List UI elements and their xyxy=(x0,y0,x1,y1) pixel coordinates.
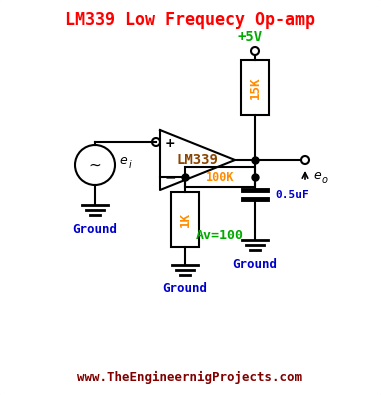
Text: o: o xyxy=(322,175,328,185)
Text: Ground: Ground xyxy=(72,222,117,235)
Text: 15K: 15K xyxy=(248,76,261,99)
Text: 100K: 100K xyxy=(206,171,234,184)
Text: 0.5uF: 0.5uF xyxy=(275,190,309,199)
Text: LM339: LM339 xyxy=(176,153,218,167)
Text: www.TheEngineernigProjects.com: www.TheEngineernigProjects.com xyxy=(77,371,303,384)
Text: Ground: Ground xyxy=(163,282,208,295)
Text: ~: ~ xyxy=(89,158,101,173)
Text: i: i xyxy=(129,160,132,170)
FancyBboxPatch shape xyxy=(171,192,199,247)
Text: Ground: Ground xyxy=(232,258,277,271)
Text: +: + xyxy=(165,137,175,149)
Text: e: e xyxy=(313,169,321,181)
FancyBboxPatch shape xyxy=(185,167,255,187)
Text: −: − xyxy=(164,170,176,184)
Text: +5V: +5V xyxy=(237,30,263,44)
Text: 1K: 1K xyxy=(179,212,192,227)
FancyBboxPatch shape xyxy=(241,60,269,115)
Text: Av=100: Av=100 xyxy=(196,228,244,241)
Text: LM339 Low Frequecy Op-amp: LM339 Low Frequecy Op-amp xyxy=(65,11,315,29)
Text: e: e xyxy=(119,154,127,167)
